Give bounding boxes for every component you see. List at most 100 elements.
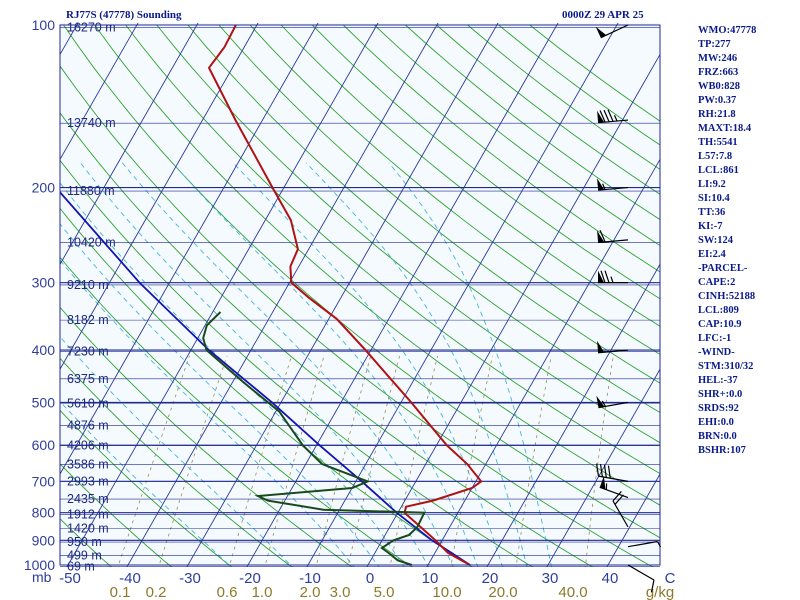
height-label: 2435 m	[67, 492, 109, 506]
height-label: 4876 m	[67, 419, 109, 433]
height-label: 3586 m	[67, 457, 109, 471]
pressure-tick-label: 400	[32, 342, 56, 358]
plot-background	[60, 23, 660, 567]
pressure-tick-label: 1000	[24, 557, 55, 573]
wind-barb-staff	[599, 486, 629, 499]
dry-adiabat	[60, 159, 534, 567]
pressure-tick-label: 700	[32, 473, 56, 489]
dry-adiabat	[60, 409, 233, 567]
index-item: LCL:809	[698, 305, 739, 316]
temperature-tick-label: 0	[366, 570, 374, 587]
height-label: 950 m	[67, 535, 102, 549]
dry-adiabat	[125, 24, 660, 475]
wind-barb-staff	[600, 24, 629, 39]
index-item: -PARCEL-	[698, 263, 748, 274]
wind-barb-pennant	[597, 230, 605, 243]
plot-frame	[59, 24, 661, 566]
index-item: LCL:861	[698, 165, 739, 176]
wind-barb	[598, 270, 628, 284]
isotherm	[606, 473, 660, 567]
mixing-ratio-tick-label: 10.0	[432, 584, 461, 600]
moist-adiabat	[388, 162, 552, 567]
height-label: 2993 m	[67, 474, 109, 488]
wind-barb-staff	[598, 349, 629, 354]
wind-barb-flag	[607, 109, 614, 122]
isotherm	[186, 23, 499, 567]
moist-adiabat	[80, 162, 430, 567]
index-item: -WIND-	[698, 347, 735, 358]
mixing-ratio-tick-label: 0.1	[110, 584, 131, 600]
isotherm	[546, 368, 660, 567]
wind-barb-flag	[607, 465, 611, 479]
wind-barb-half-flag	[610, 276, 614, 283]
index-item: CINH:52188	[698, 291, 756, 302]
dry-adiabat	[60, 357, 293, 567]
moist-adiabat	[232, 162, 503, 567]
dry-adiabat	[94, 24, 660, 506]
dry-adiabat	[249, 24, 660, 355]
index-item: SRDS:92	[698, 403, 739, 414]
mixing-ratio-line	[515, 355, 552, 567]
wind-barb	[597, 109, 629, 124]
height-label: 10420 m	[67, 236, 116, 250]
height-label: 6375 m	[67, 372, 109, 386]
wind-barb-flag	[604, 270, 610, 283]
pressure-tick-label: 100	[32, 17, 56, 33]
index-item: WMO:47778	[698, 25, 757, 36]
pressure-tick-label: 900	[32, 532, 56, 548]
pressure-tick-label: 800	[32, 505, 56, 521]
dry-adiabat	[280, 24, 660, 327]
wind-barb-pennant	[598, 270, 604, 283]
index-item: L57:7.8	[698, 151, 733, 162]
wind-barb-staff	[598, 186, 629, 191]
wind-barb-flag	[603, 464, 607, 478]
temperature-trace	[207, 24, 483, 566]
temperature-tick-label: -30	[179, 570, 201, 587]
mixing-ratio-line	[389, 355, 438, 567]
wind-barb-flag	[600, 270, 606, 283]
index-item: TP:277	[698, 39, 731, 50]
wind-barb	[597, 178, 629, 191]
dry-adiabat	[60, 112, 594, 567]
isotherm	[306, 23, 619, 567]
index-item: TH:5541	[698, 137, 738, 148]
height-label: 9210 m	[67, 278, 109, 292]
plot-lines	[60, 23, 660, 567]
index-item: HEL:-37	[698, 375, 738, 386]
mixing-ratio-line	[585, 355, 614, 567]
dry-adiabat	[60, 463, 173, 567]
temperature-tick-label: 20	[482, 570, 499, 587]
wind-barb-flag	[614, 494, 624, 505]
dry-adiabat	[60, 306, 353, 567]
wind-barb-half-flag	[601, 400, 606, 407]
isotherm	[126, 23, 439, 567]
dry-adiabat	[60, 256, 413, 567]
temperature-tick-label: -10	[299, 570, 321, 587]
mixing-ratio-tick-label: g/kg	[646, 584, 674, 600]
wind-barb	[612, 491, 629, 528]
pressure-tick-label: 200	[32, 180, 56, 196]
pressure-tick-label: 300	[32, 275, 56, 291]
wind-barb-flag	[596, 463, 600, 477]
isotherm	[486, 263, 660, 567]
chart-title-time: 0000Z 29 APR 25	[562, 9, 644, 21]
mixing-ratio-tick-label: 5.0	[374, 584, 395, 600]
temperature-tick-label: 40	[602, 570, 619, 587]
wind-barb-pennant	[595, 26, 607, 38]
dry-adiabat	[311, 24, 660, 300]
pressure-unit-label: mb	[32, 569, 52, 585]
index-item: TT:36	[698, 207, 726, 218]
wind-barb-staff	[598, 475, 629, 482]
index-item: SI:10.4	[698, 193, 730, 204]
isotherm	[426, 158, 660, 567]
temperature-tick-label: 30	[542, 570, 559, 587]
index-item: BRN:0.0	[698, 431, 737, 442]
temperature-tick-label: -20	[239, 570, 261, 587]
pressure-tick-label: 600	[32, 437, 56, 453]
wind-barb	[597, 230, 629, 244]
index-item: FRZ:663	[698, 67, 739, 78]
index-item: CAPE:2	[698, 277, 736, 288]
index-item: KI:-7	[698, 221, 723, 232]
height-label: 1420 m	[67, 521, 109, 535]
